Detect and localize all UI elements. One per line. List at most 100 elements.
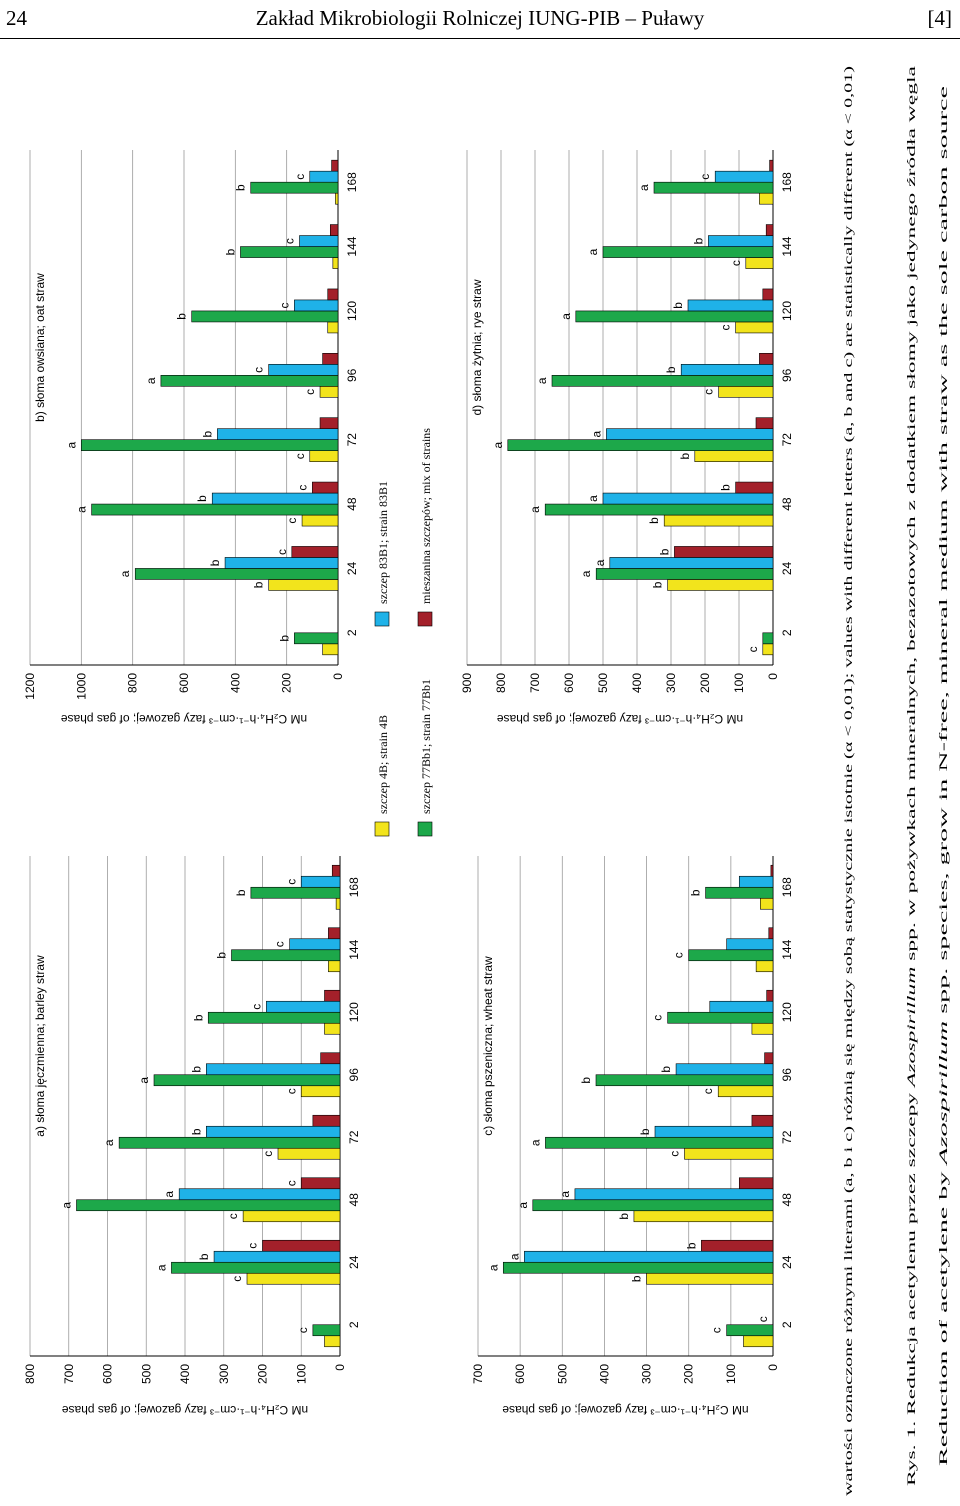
y-tick-label: 400 (228, 673, 242, 693)
y-tick-label: 100 (732, 673, 746, 693)
bar (726, 938, 774, 951)
significance-letter: b (671, 302, 685, 309)
chart-title: a) słoma jęczmienna; barley straw (33, 955, 47, 1137)
bar (768, 927, 774, 940)
bar (231, 949, 341, 962)
caption-segment: spp. w pożywkach mineralnych, bezazotowy… (904, 65, 918, 967)
bar (160, 375, 339, 387)
significance-letter: a (102, 1139, 116, 1146)
significance-letter: c (252, 367, 266, 373)
bar (745, 257, 774, 269)
bar (250, 886, 341, 899)
y-tick-label: 400 (178, 1364, 192, 1384)
significance-letter: c (698, 174, 712, 180)
bar (324, 1335, 341, 1348)
bar (134, 568, 339, 580)
bar (688, 949, 774, 962)
x-tick-label: 120 (780, 1002, 794, 1022)
significance-letter: a (528, 1139, 542, 1146)
y-tick-label: 200 (698, 673, 712, 693)
bar (751, 1022, 774, 1035)
bar (701, 1239, 774, 1252)
significance-letter: a (64, 442, 78, 449)
x-tick-label: 168 (345, 172, 359, 192)
bar (663, 514, 774, 527)
bar (667, 579, 774, 591)
bar (653, 181, 774, 194)
y-tick-label: 600 (562, 673, 576, 693)
significance-letter: b (617, 1213, 631, 1220)
bar (81, 439, 339, 451)
significance-letter: a (118, 570, 132, 577)
bar (755, 417, 774, 429)
bar (224, 557, 339, 569)
legend-swatch (374, 611, 390, 627)
bar (291, 546, 339, 558)
x-tick-label: 48 (780, 497, 794, 511)
significance-letter: a (637, 184, 651, 191)
bar (646, 1272, 774, 1285)
x-tick-label: 2 (347, 1321, 361, 1328)
y-axis-label: nM C₂H₄·h⁻¹·cm⁻³ fazy gazowej; of gas ph… (502, 1403, 749, 1417)
bar (335, 897, 341, 910)
legend-swatch (417, 611, 433, 627)
significance-letter: c (293, 453, 307, 459)
bar (240, 246, 339, 258)
bar (766, 989, 774, 1002)
bar (312, 481, 339, 494)
y-tick-label: 600 (177, 673, 191, 693)
bar (574, 1188, 774, 1201)
significance-letter: b (223, 248, 237, 255)
bar (709, 1000, 774, 1013)
bar (312, 1114, 341, 1127)
x-tick-label: 120 (347, 1002, 361, 1022)
bar (743, 1335, 774, 1348)
bar (322, 643, 339, 656)
bar (738, 875, 774, 888)
significance-letter: b (579, 1077, 593, 1084)
bar (687, 299, 774, 312)
significance-letter: b (189, 1128, 203, 1135)
bar (738, 1177, 774, 1190)
bar (171, 1261, 341, 1274)
significance-letter: a (154, 1264, 168, 1271)
significance-letter: c (246, 1243, 260, 1249)
caption-segment: Azospirillum (936, 1020, 950, 1167)
y-tick-label: 800 (494, 673, 508, 693)
bar (595, 568, 774, 580)
significance-letter: c (710, 1327, 724, 1333)
significance-letter: b (252, 581, 266, 588)
caption-segment: Azospirillum (904, 966, 918, 1089)
significance-letter: c (284, 879, 298, 885)
y-tick-label: 0 (766, 1364, 780, 1371)
x-tick-label: 2 (780, 629, 794, 636)
significance-letter: a (162, 1191, 176, 1198)
bar (667, 1011, 774, 1024)
x-tick-label: 96 (345, 368, 359, 382)
bar (319, 386, 339, 398)
legend-label: szczep 77Bb1; strain 77Bb1 (419, 679, 433, 814)
y-tick-label: 200 (280, 673, 294, 693)
bar (714, 170, 774, 183)
bar (633, 1210, 774, 1223)
x-tick-label: 168 (780, 172, 794, 192)
bar (708, 235, 774, 247)
y-tick-label: 300 (640, 1364, 654, 1384)
bar (331, 864, 341, 877)
legend-label: mieszanina szczepów; mix of strains (419, 428, 433, 604)
x-tick-label: 72 (780, 433, 794, 447)
x-tick-label: 96 (780, 1068, 794, 1082)
bar (545, 1136, 774, 1149)
significance-letter: a (144, 377, 158, 384)
y-tick-label: 100 (294, 1364, 308, 1384)
y-axis-label: nM C₂H₄·h⁻¹·cm⁻³ fazy gazowej; of gas ph… (62, 1403, 309, 1417)
significance-letter: c (284, 1088, 298, 1094)
significance-letter: c (285, 518, 299, 524)
bar (502, 1261, 774, 1274)
significance-letter: a (528, 506, 542, 513)
y-tick-label: 400 (597, 1364, 611, 1384)
significance-letter: a (75, 506, 89, 513)
significance-letter: a (60, 1202, 74, 1209)
significance-letter: c (261, 1151, 275, 1157)
